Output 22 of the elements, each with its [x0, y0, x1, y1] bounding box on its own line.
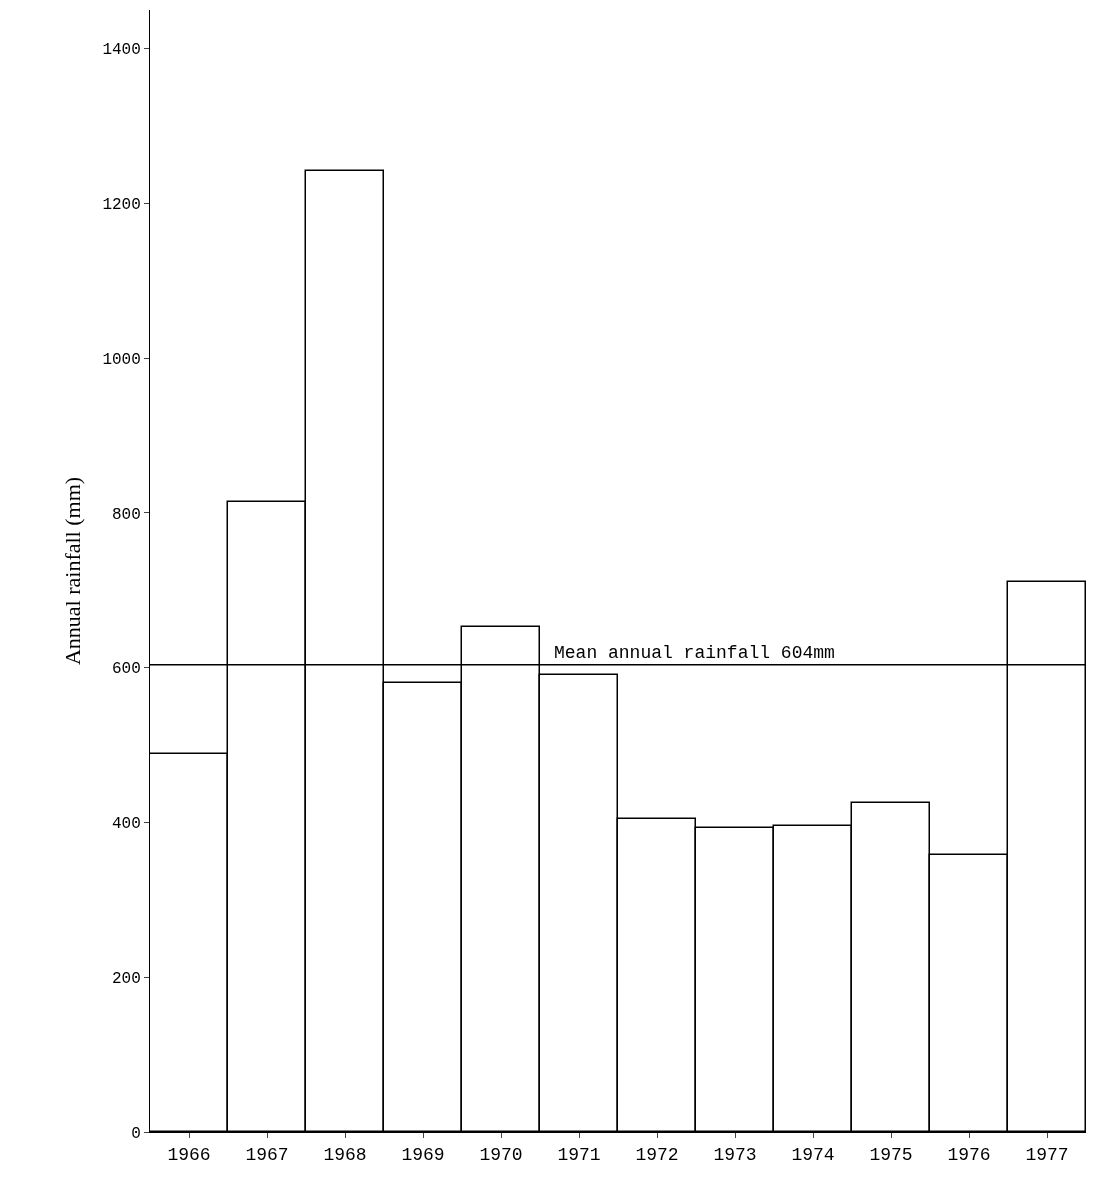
x-tick-label: 1972 — [635, 1144, 679, 1165]
ref-line-label: Mean annual rainfall 604mm — [554, 643, 835, 663]
y-tick-label: 200 — [111, 969, 141, 988]
x-tick-label: 1976 — [947, 1144, 991, 1165]
y-tick-label: 800 — [111, 505, 141, 524]
x-tick-label: 1973 — [713, 1144, 757, 1165]
x-tick-label: 1970 — [479, 1144, 523, 1165]
y-tick-label: 0 — [131, 1124, 141, 1143]
x-tick-label: 1977 — [1025, 1144, 1069, 1165]
y-axis-title: Annual rainfall (mm) — [60, 476, 86, 666]
y-tick-label: 1200 — [102, 196, 141, 215]
y-tick-label: 400 — [111, 815, 141, 834]
y-tick-label: 600 — [111, 660, 141, 679]
x-tick-label: 1971 — [557, 1144, 601, 1165]
x-tick-label: 1966 — [167, 1144, 211, 1165]
y-tick-label: 1400 — [102, 41, 141, 60]
x-tick-label: 1968 — [323, 1144, 367, 1165]
x-tick-label: 1969 — [401, 1144, 445, 1165]
y-tick-label: 1000 — [102, 350, 141, 369]
x-tick-label: 1967 — [245, 1144, 289, 1165]
x-tick-label: 1975 — [869, 1144, 913, 1165]
x-tick-label: 1974 — [791, 1144, 835, 1165]
